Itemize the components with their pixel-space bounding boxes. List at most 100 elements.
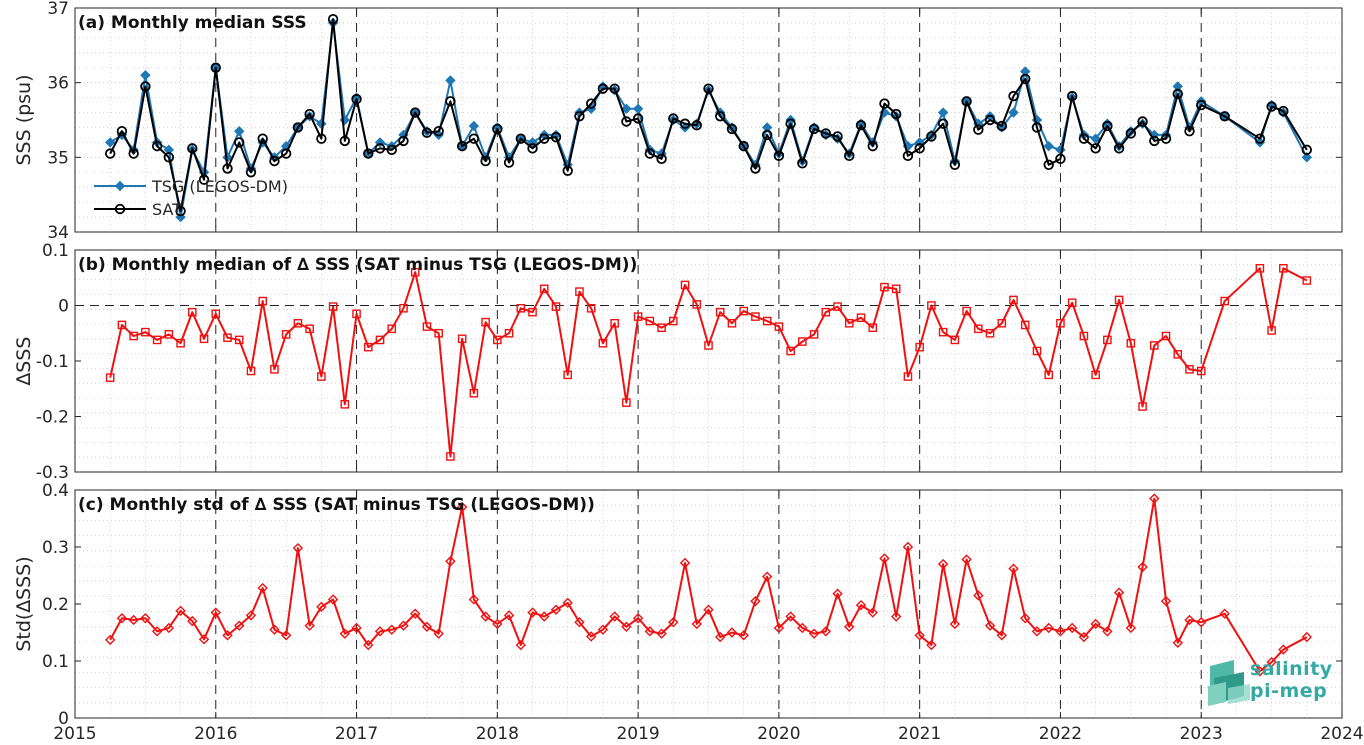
data-point — [902, 541, 914, 553]
data-point — [855, 120, 867, 131]
legend-marker — [114, 180, 126, 192]
data-point — [105, 634, 116, 646]
y-tick-label: 36 — [47, 74, 69, 94]
data-point — [598, 338, 608, 348]
data-point — [1055, 626, 1066, 637]
data-point — [1302, 276, 1312, 285]
data-point — [480, 611, 491, 622]
y-tick-label: -0.2 — [36, 408, 69, 428]
data-point — [703, 83, 714, 94]
data-point — [621, 621, 632, 632]
data-point — [1090, 618, 1101, 630]
data-point — [492, 123, 503, 135]
data-point — [223, 333, 232, 342]
data-point — [562, 597, 573, 609]
data-point — [128, 614, 139, 626]
data-point — [152, 335, 162, 345]
data-point — [128, 148, 139, 159]
panel-a-title: (a) Monthly median SSS — [78, 13, 307, 33]
data-point — [234, 335, 244, 345]
data-point — [632, 113, 644, 124]
data-point — [609, 83, 620, 94]
data-point — [374, 143, 386, 154]
data-point — [868, 323, 878, 333]
legend-label: TSG (LEGOS-DM) — [151, 177, 288, 196]
y-tick-label: 0.2 — [42, 595, 69, 615]
data-point — [1279, 264, 1288, 273]
data-point — [785, 118, 796, 129]
data-point — [738, 140, 749, 152]
panel-a-grid — [75, 8, 1342, 232]
y-tick-label: -0.1 — [36, 352, 69, 372]
legend-label: SAT — [152, 200, 182, 219]
data-point — [1185, 365, 1194, 374]
data-point — [410, 107, 421, 118]
data-point — [515, 639, 526, 651]
data-point — [1078, 631, 1090, 643]
data-point — [457, 334, 467, 344]
data-point — [352, 309, 361, 319]
data-point — [410, 267, 420, 277]
data-point — [445, 75, 456, 86]
data-point — [1102, 120, 1113, 132]
data-point — [270, 365, 279, 374]
data-point — [610, 318, 619, 328]
data-point — [1137, 116, 1148, 127]
data-point — [644, 148, 656, 159]
data-point — [1196, 366, 1206, 376]
data-point — [469, 388, 479, 398]
logo-line-pimep: pi-mep — [1250, 680, 1328, 702]
data-point — [210, 607, 221, 618]
data-point — [1113, 143, 1125, 154]
data-point — [844, 150, 855, 162]
data-point — [621, 116, 632, 127]
data-point — [175, 605, 186, 617]
data-point — [597, 624, 609, 635]
data-point — [1020, 613, 1031, 624]
data-point — [105, 137, 116, 148]
data-point — [727, 318, 737, 328]
data-point — [188, 307, 197, 317]
data-point — [937, 107, 949, 118]
data-point — [726, 627, 738, 638]
data-point — [421, 127, 433, 138]
data-point — [750, 163, 761, 174]
data-point — [293, 318, 303, 328]
data-point — [761, 122, 773, 133]
data-point — [176, 338, 185, 348]
data-point — [503, 610, 515, 621]
data-point — [281, 330, 291, 339]
data-point — [820, 128, 832, 139]
data-point — [785, 611, 796, 622]
y-tick-label: 0.3 — [42, 538, 69, 558]
data-point — [422, 322, 432, 331]
data-point — [456, 140, 468, 152]
data-point — [574, 617, 585, 628]
data-point — [973, 124, 984, 135]
x-tick-label: 2021 — [898, 724, 941, 744]
data-point — [1196, 99, 1207, 111]
data-point — [421, 621, 433, 632]
data-point — [798, 337, 807, 346]
y-tick-label: 37 — [47, 0, 69, 19]
data-point — [891, 611, 902, 622]
data-point — [222, 630, 233, 641]
data-point — [844, 621, 855, 632]
data-point — [563, 370, 573, 380]
data-point — [1032, 346, 1042, 356]
data-point — [820, 626, 832, 637]
data-point — [1067, 298, 1077, 308]
data-point — [280, 148, 292, 159]
data-point — [962, 306, 971, 316]
data-point — [492, 618, 503, 630]
data-point — [1137, 561, 1148, 573]
data-point — [410, 608, 421, 619]
data-point — [292, 542, 304, 554]
data-point — [1149, 493, 1160, 504]
data-point — [140, 81, 151, 92]
data-point — [1266, 656, 1277, 668]
data-point — [351, 622, 362, 634]
panel-b: -0.3 -0.2 -0.1 0 0.1 ∆SSS (b) Monthly median o… — [13, 241, 1343, 483]
data-point — [622, 398, 631, 407]
